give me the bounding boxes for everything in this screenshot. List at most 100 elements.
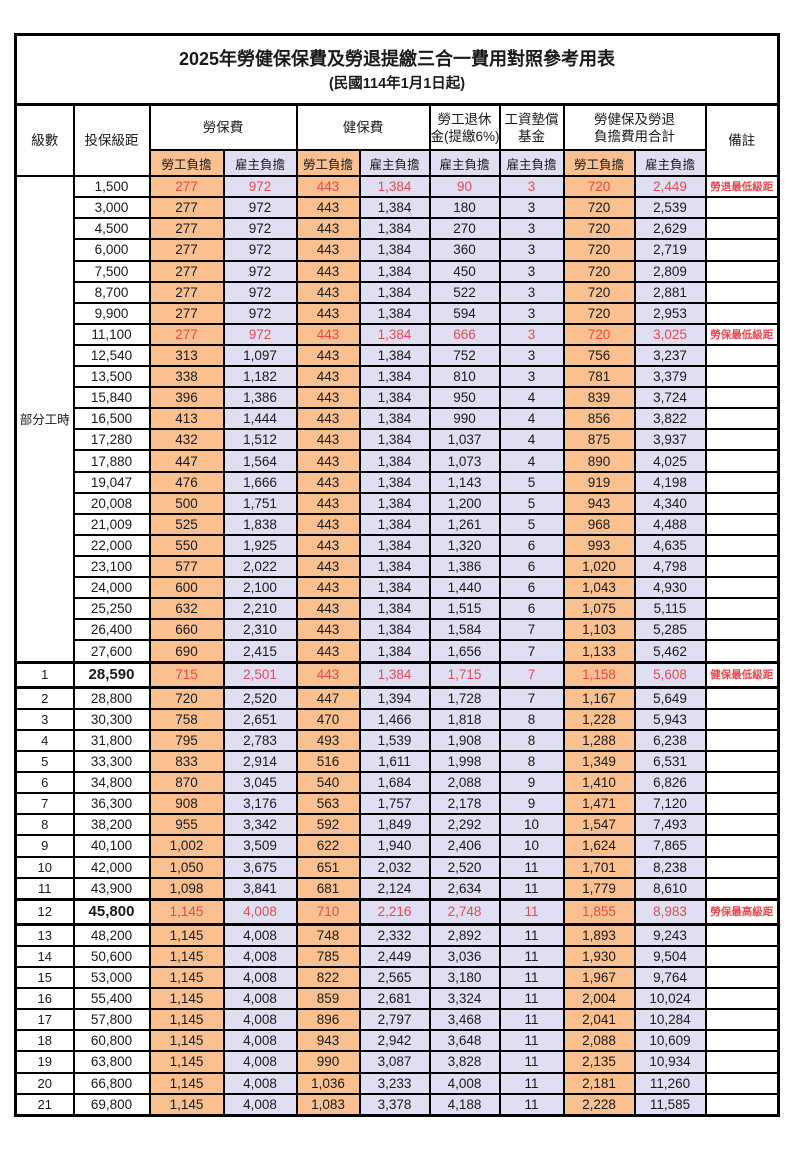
pension-employer-cell: 1,998	[428, 749, 501, 774]
labor-worker-cell: 715	[148, 660, 225, 689]
labor-worker-cell: 1,145	[148, 1092, 225, 1117]
labor-worker-cell: 277	[148, 259, 225, 283]
labor-worker-cell: 277	[148, 217, 225, 241]
header-pension-line1: 勞工退休	[437, 111, 492, 127]
bracket-cell: 17,880	[72, 449, 151, 473]
total-worker-cell: 2,181	[562, 1071, 636, 1095]
health-worker-cell: 990	[295, 1050, 361, 1074]
total-worker-cell: 1,158	[562, 660, 636, 689]
labor-worker-cell: 1,002	[148, 834, 225, 858]
pension-employer-cell: 1,584	[428, 618, 501, 642]
remark-cell	[704, 533, 780, 558]
pension-employer-cell: 1,143	[428, 470, 501, 494]
health-worker-cell: 443	[295, 175, 361, 199]
pension-employer-cell: 1,715	[428, 660, 501, 689]
table-row: 19,047 476 1,666 443 1,384 1,143 5 919 4,198	[16, 470, 780, 494]
health-employer-cell: 1,849	[358, 813, 431, 837]
labor-worker-cell: 447	[148, 449, 225, 473]
part-time-label-cell: 部分工時	[14, 175, 75, 664]
total-worker-cell: 1,701	[562, 855, 636, 879]
total-employer-cell: 2,719	[633, 238, 707, 262]
remark-cell	[704, 1008, 780, 1032]
pension-employer-cell: 1,515	[428, 597, 501, 621]
health-employer-cell: 2,942	[358, 1029, 431, 1053]
total-worker-cell: 1,893	[562, 923, 636, 947]
labor-employer-cell: 2,783	[222, 728, 298, 752]
bracket-cell: 24,000	[72, 576, 151, 600]
total-worker-cell: 781	[562, 365, 636, 389]
labor-worker-cell: 313	[148, 343, 225, 368]
total-worker-cell: 993	[562, 533, 636, 558]
health-worker-cell: 943	[295, 1029, 361, 1053]
total-worker-cell: 2,088	[562, 1029, 636, 1053]
pension-employer-cell: 1,656	[428, 639, 501, 664]
fund-employer-cell: 6	[498, 597, 565, 621]
total-worker-cell: 720	[562, 301, 636, 325]
bracket-cell: 25,250	[72, 597, 151, 621]
table-row: 20 66,800 1,145 4,008 1,036 3,233 4,008 11 2,181…	[14, 1071, 780, 1095]
total-employer-cell: 10,284	[633, 1008, 707, 1032]
total-worker-cell: 1,547	[562, 813, 636, 837]
health-employer-cell: 1,384	[358, 301, 431, 325]
health-worker-cell: 896	[295, 1008, 361, 1032]
health-worker-cell: 443	[295, 618, 361, 642]
bracket-cell: 16,500	[72, 407, 151, 431]
remark-cell	[704, 512, 780, 536]
remark-cell	[704, 343, 780, 368]
health-employer-cell: 2,032	[358, 855, 431, 879]
health-employer-cell: 1,384	[358, 407, 431, 431]
total-worker-cell: 720	[562, 196, 636, 220]
labor-worker-cell: 795	[148, 728, 225, 752]
labor-worker-cell: 432	[148, 428, 225, 452]
total-worker-cell: 943	[562, 491, 636, 515]
pension-employer-cell: 1,037	[428, 428, 501, 452]
total-employer-cell: 7,865	[633, 834, 707, 858]
pension-employer-cell: 1,320	[428, 533, 501, 558]
health-worker-cell: 443	[295, 407, 361, 431]
total-worker-cell: 1,349	[562, 749, 636, 774]
total-worker-cell: 1,855	[562, 897, 636, 926]
health-worker-cell: 443	[295, 280, 361, 304]
table-row: 7,500 277 972 443 1,384 450 3 720 2,809	[16, 259, 780, 283]
labor-employer-cell: 972	[222, 301, 298, 325]
health-worker-cell: 710	[295, 897, 361, 926]
remark-cell	[704, 301, 780, 325]
labor-employer-cell: 4,008	[222, 1050, 298, 1074]
table-row: 9,900 277 972 443 1,384 594 3 720 2,953	[16, 301, 780, 325]
labor-employer-cell: 1,838	[222, 512, 298, 536]
labor-employer-cell: 1,444	[222, 407, 298, 431]
labor-employer-cell: 2,415	[222, 639, 298, 664]
health-employer-cell: 1,384	[358, 322, 431, 346]
labor-employer-cell: 1,925	[222, 533, 298, 558]
fund-employer-cell: 9	[498, 771, 565, 795]
health-employer-cell: 1,384	[358, 618, 431, 642]
level-cell: 3	[14, 707, 75, 731]
level-cell: 11	[14, 876, 75, 901]
health-worker-cell: 651	[295, 855, 361, 879]
health-worker-cell: 443	[295, 555, 361, 579]
labor-employer-cell: 2,501	[222, 660, 298, 689]
table-row: 16,500 413 1,444 443 1,384 990 4 856 3,822	[16, 407, 780, 431]
fund-employer-cell: 11	[498, 855, 565, 879]
remark-cell: 勞保最高級距	[704, 897, 780, 926]
remark-cell	[704, 597, 780, 621]
table-row: 19 63,800 1,145 4,008 990 3,087 3,828 11 2,135 10…	[14, 1050, 780, 1074]
total-employer-cell: 4,635	[633, 533, 707, 558]
fund-employer-cell: 8	[498, 749, 565, 774]
health-worker-cell: 516	[295, 749, 361, 774]
health-employer-cell: 1,611	[358, 749, 431, 774]
fund-employer-cell: 11	[498, 1092, 565, 1117]
labor-employer-cell: 1,386	[222, 386, 298, 410]
total-worker-cell: 1,228	[562, 707, 636, 731]
table-row: 9 40,100 1,002 3,509 622 1,940 2,406 10 1,624 7,8…	[14, 834, 780, 858]
health-worker-cell: 859	[295, 987, 361, 1011]
remark-cell	[704, 217, 780, 241]
remark-cell	[704, 1029, 780, 1053]
table-row: 20,008 500 1,751 443 1,384 1,200 5 943 4,340	[16, 491, 780, 515]
fund-employer-cell: 11	[498, 1050, 565, 1074]
total-employer-cell: 10,024	[633, 987, 707, 1011]
total-worker-cell: 720	[562, 238, 636, 262]
table-row: 25,250 632 2,210 443 1,384 1,515 6 1,075 5,115	[16, 597, 780, 621]
bracket-cell: 4,500	[72, 217, 151, 241]
total-employer-cell: 2,629	[633, 217, 707, 241]
